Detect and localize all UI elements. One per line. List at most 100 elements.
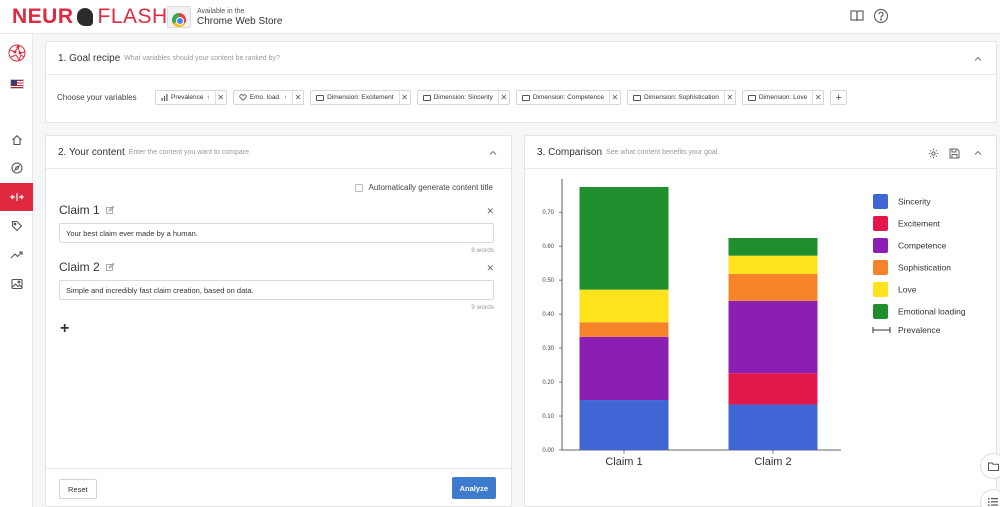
content-footer: Reset Analyze <box>46 468 511 506</box>
goal-recipe-title: 1. Goal recipe <box>58 52 121 64</box>
brain-logo-icon[interactable] <box>6 42 28 64</box>
edit-icon[interactable] <box>105 206 114 214</box>
brain-head-icon <box>76 8 93 26</box>
y-tick-label: 0.30 <box>542 346 554 352</box>
chip-label: Dimension: Excitement <box>327 94 394 101</box>
chip-label: Dimension: Sophistication <box>644 94 719 101</box>
your-content-header[interactable]: 2. Your content Enter the content you wa… <box>46 136 511 169</box>
logo-text-neur: NEUR <box>12 5 74 28</box>
sidebar-item-trends[interactable] <box>0 241 33 269</box>
remove-chip-icon[interactable]: ✕ <box>812 91 823 104</box>
variable-chip-competence[interactable]: Dimension: Competence ✕ <box>515 90 622 105</box>
legend-swatch <box>873 216 888 231</box>
gear-icon[interactable] <box>928 146 939 159</box>
bar-segment <box>579 322 669 337</box>
help-icon[interactable] <box>873 8 889 24</box>
chrome-web-store-badge[interactable]: Available in the Chrome Web Store <box>167 5 282 29</box>
home-icon <box>11 135 22 146</box>
remove-chip-icon[interactable]: ✕ <box>723 91 735 104</box>
remove-chip-icon[interactable]: ✕ <box>609 91 620 104</box>
sidebar <box>0 34 33 507</box>
floating-folder-button[interactable] <box>980 453 1000 479</box>
chip-label: Dimension: Competence <box>532 94 605 101</box>
remove-chip-icon[interactable]: ✕ <box>398 91 410 104</box>
variable-chip-love[interactable]: Dimension: Love ✕ <box>741 90 825 105</box>
folder-icon <box>747 94 756 101</box>
book-icon[interactable] <box>849 8 865 24</box>
legend-label: Love <box>898 285 917 295</box>
cws-line1: Available in the <box>197 8 245 15</box>
comparison-stacked-bar-chart: 0.00 0.10 0.20 0.30 0.40 0.50 0.60 0.70 Claim 1 C… <box>542 179 966 468</box>
trending-up-icon <box>10 251 23 259</box>
heart-icon <box>239 94 247 101</box>
bar-segment <box>728 274 818 301</box>
compass-icon <box>10 162 23 174</box>
arrow-up-icon[interactable]: ↑ <box>206 94 210 101</box>
x-tick-label: Claim 1 <box>605 456 642 468</box>
legend-swatch <box>873 194 888 209</box>
bar-segment <box>579 187 669 290</box>
chip-label: Prevalence <box>171 94 204 101</box>
claim-text-input[interactable]: Simple and incredibly fast claim creatio… <box>59 280 494 300</box>
comparison-title: 3. Comparison <box>537 146 603 158</box>
sidebar-item-compare[interactable] <box>0 183 33 211</box>
variable-chip-prevalence[interactable]: Prevalence ↑ ✕ <box>155 90 227 105</box>
chrome-icon <box>167 6 191 28</box>
checkbox[interactable] <box>355 183 364 192</box>
variables-label: Choose your variables <box>57 93 137 102</box>
remove-claim-icon[interactable]: ✕ <box>486 206 494 216</box>
claim-title[interactable]: Claim 2 <box>59 260 100 274</box>
auto-generate-title-checkbox[interactable]: Automatically generate content title <box>355 183 493 192</box>
goal-recipe-header[interactable]: 1. Goal recipe What variables should you… <box>46 42 996 75</box>
chip-label: Emo. load. <box>249 94 281 101</box>
edit-icon[interactable] <box>105 263 114 271</box>
remove-chip-icon[interactable]: ✕ <box>214 91 226 104</box>
claim-text-input[interactable]: Your best claim ever made by a human. <box>59 223 494 243</box>
comparison-header[interactable]: 3. Comparison See what content benefits … <box>525 136 996 169</box>
legend-label: Emotional loading <box>898 307 966 317</box>
claim-card: Claim 2 ✕ Simple and incredibly fast cla… <box>59 260 494 311</box>
chip-label: Dimension: Love <box>758 94 808 101</box>
variable-chip-emo-load[interactable]: Emo. load. ↑ ✕ <box>232 90 305 105</box>
y-tick-label: 0.10 <box>542 414 554 420</box>
claim-card: Claim 1 ✕ Your best claim ever made by a… <box>59 203 494 254</box>
sidebar-item-images[interactable] <box>0 270 33 298</box>
legend-label: Sincerity <box>898 197 931 207</box>
cws-line2: Chrome Web Store <box>197 16 283 27</box>
add-variable-button[interactable]: + <box>830 90 848 105</box>
goal-recipe-panel: 1. Goal recipe What variables should you… <box>45 41 997 123</box>
folder-icon <box>422 94 431 101</box>
remove-claim-icon[interactable]: ✕ <box>486 263 494 273</box>
y-tick-label: 0.00 <box>542 448 554 454</box>
neuroflash-logo[interactable]: NEUR FLASH <box>12 5 168 28</box>
variable-chip-excitement[interactable]: Dimension: Excitement ✕ <box>310 90 411 105</box>
folder-icon <box>987 462 999 471</box>
save-icon[interactable] <box>949 146 960 159</box>
legend-swatch <box>873 238 888 253</box>
comparison-subtitle: See what content benefits your goal. <box>606 148 720 156</box>
variable-chip-sincerity[interactable]: Dimension: Sincerity ✕ <box>416 90 510 105</box>
folder-icon <box>521 94 530 101</box>
list-icon <box>988 498 998 506</box>
bar-segment <box>728 255 818 275</box>
remove-chip-icon[interactable]: ✕ <box>292 91 303 104</box>
variable-chip-sophistication[interactable]: Dimension: Sophistication ✕ <box>627 90 736 105</box>
legend-label: Sophistication <box>898 263 951 273</box>
sidebar-item-explore[interactable] <box>0 154 33 182</box>
add-claim-button[interactable]: + <box>60 320 70 337</box>
legend-swatch <box>873 260 888 275</box>
analyze-button[interactable]: Analyze <box>451 477 496 499</box>
sidebar-item-tags[interactable] <box>0 212 33 240</box>
remove-chip-icon[interactable]: ✕ <box>497 91 509 104</box>
your-content-title: 2. Your content <box>58 146 125 158</box>
y-tick-label: 0.20 <box>542 380 554 386</box>
reset-button[interactable]: Reset <box>59 479 97 499</box>
chevron-up-icon[interactable] <box>974 149 982 157</box>
floating-list-button[interactable] <box>980 489 1000 507</box>
arrow-up-icon[interactable]: ↑ <box>283 94 288 101</box>
claim-title[interactable]: Claim 1 <box>59 203 100 217</box>
chevron-up-icon[interactable] <box>974 55 982 63</box>
sidebar-item-home[interactable] <box>0 126 33 154</box>
chevron-up-icon[interactable] <box>489 149 497 157</box>
us-flag-icon[interactable] <box>10 79 24 89</box>
